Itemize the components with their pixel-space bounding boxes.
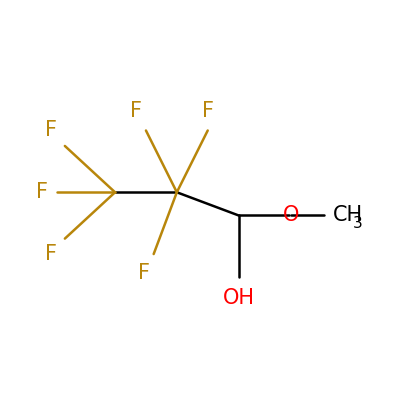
- Text: F: F: [45, 120, 57, 140]
- Text: 3: 3: [353, 216, 363, 232]
- Text: OH: OH: [223, 288, 255, 308]
- Text: CH: CH: [333, 206, 363, 226]
- Text: F: F: [130, 101, 142, 121]
- Text: O: O: [282, 206, 299, 226]
- Text: F: F: [36, 182, 48, 202]
- Text: F: F: [138, 263, 150, 283]
- Text: F: F: [45, 244, 57, 264]
- Text: F: F: [202, 101, 214, 121]
